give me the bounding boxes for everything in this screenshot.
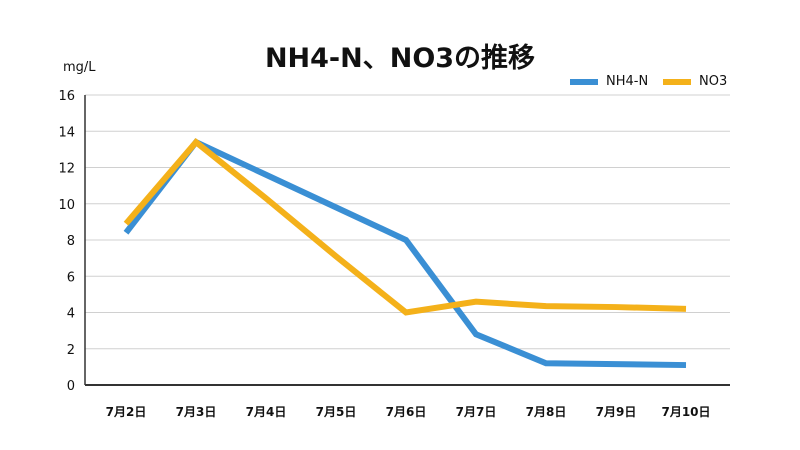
x-tick-label: 7月3日 bbox=[176, 405, 217, 419]
y-tick-label: 16 bbox=[58, 89, 75, 104]
y-tick-label: 6 bbox=[67, 270, 75, 285]
x-tick-label: 7月9日 bbox=[596, 405, 637, 419]
x-tick-label: 7月2日 bbox=[106, 405, 147, 419]
legend-label: NH4-N bbox=[606, 74, 649, 89]
y-tick-label: 0 bbox=[67, 379, 75, 394]
y-tick-label: 8 bbox=[67, 234, 75, 249]
x-tick-label: 7月5日 bbox=[316, 405, 357, 419]
legend-label: NO3 bbox=[699, 74, 728, 89]
y-tick-label: 2 bbox=[67, 343, 75, 358]
x-tick-label: 7月8日 bbox=[526, 405, 567, 419]
legend-item-no3: NO3 bbox=[663, 74, 727, 89]
x-tick-label: 7月7日 bbox=[456, 405, 497, 419]
legend-swatch bbox=[570, 78, 598, 85]
x-tick-label: 7月6日 bbox=[386, 405, 427, 419]
y-tick-label: 4 bbox=[67, 307, 75, 322]
x-tick-label: 7月4日 bbox=[246, 405, 287, 419]
series-line-nh4n bbox=[123, 138, 687, 369]
x-tick-label: 7月10日 bbox=[661, 405, 710, 419]
chart-title: NH4-N、NO3の推移 bbox=[264, 43, 536, 74]
y-tick-label: 12 bbox=[58, 162, 75, 177]
y-axis-label: mg/L bbox=[63, 60, 96, 75]
y-tick-label: 14 bbox=[58, 125, 75, 140]
legend-item-nh4n: NH4-N bbox=[570, 74, 648, 89]
legend-swatch bbox=[663, 78, 691, 85]
y-tick-label: 10 bbox=[58, 198, 75, 213]
